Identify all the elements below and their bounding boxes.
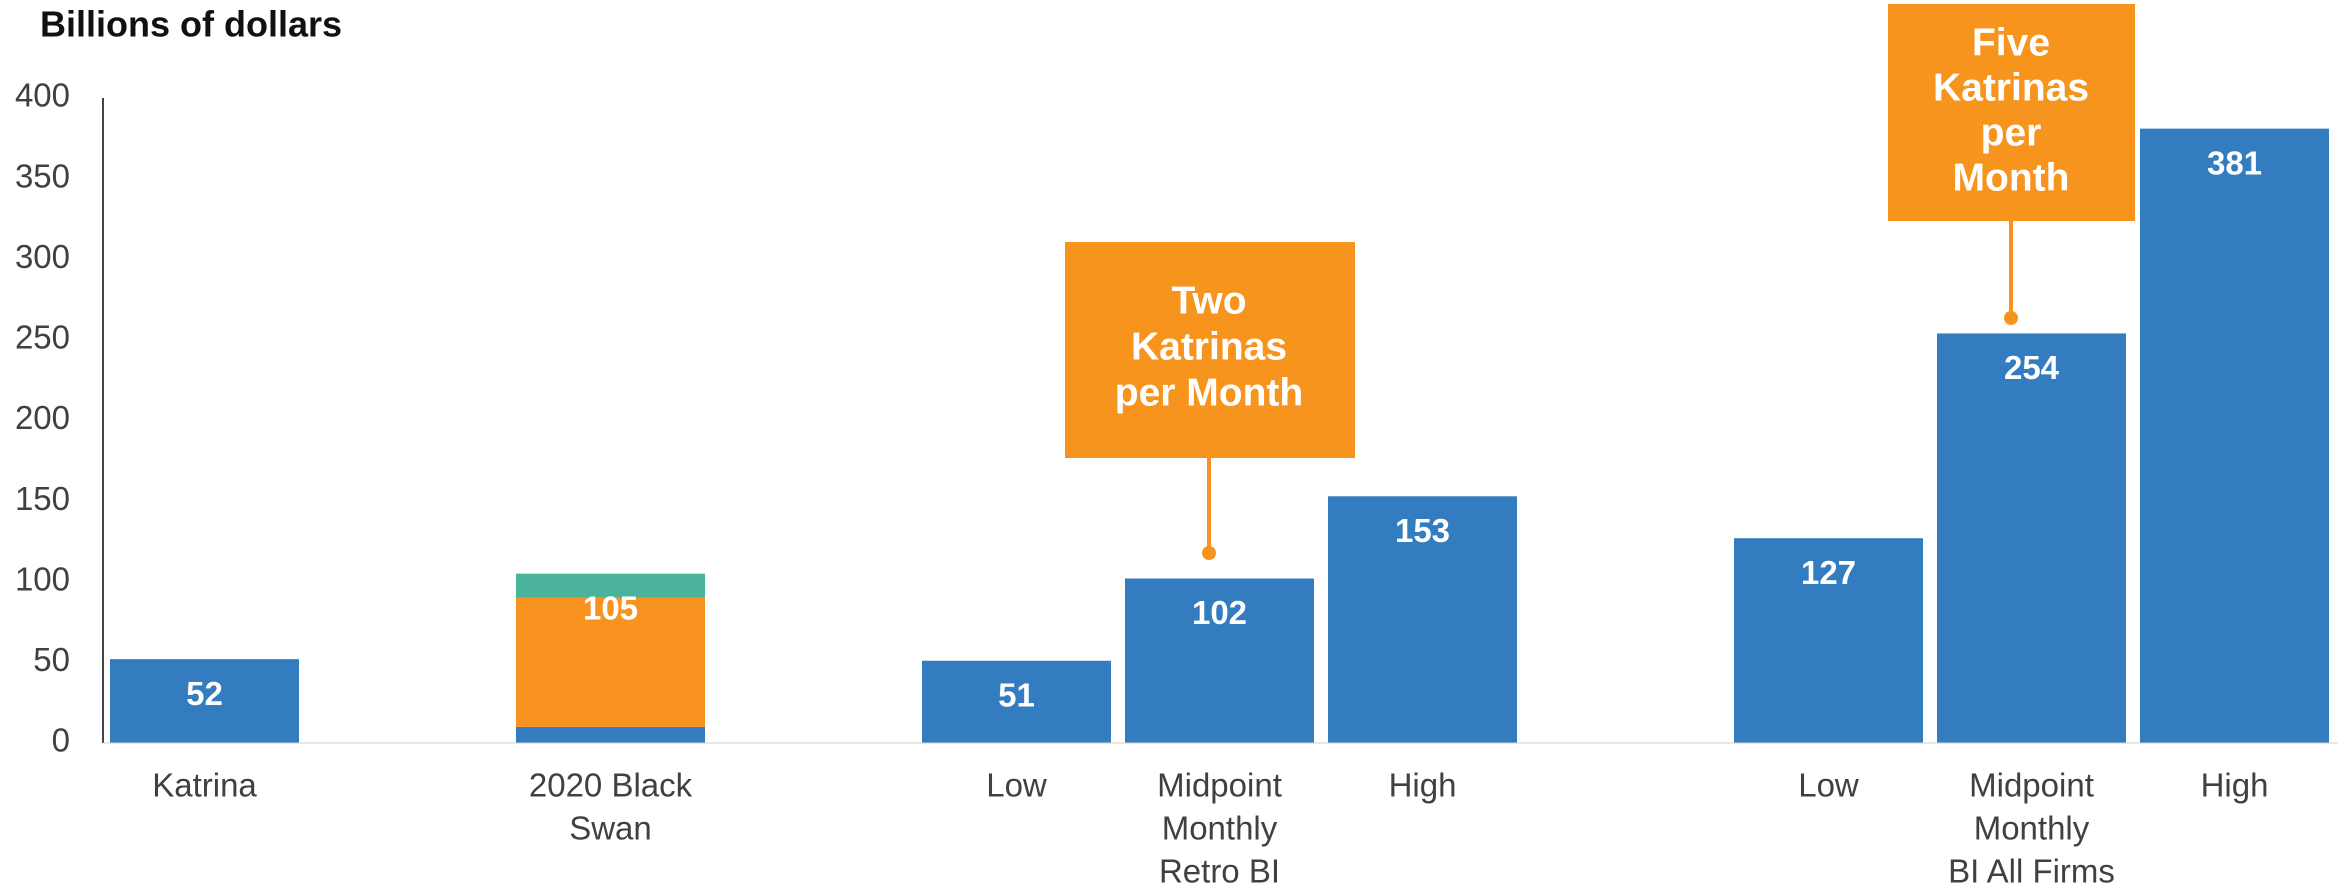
x-tick-label: Midpoint — [1157, 767, 1282, 804]
data-label: 127 — [1801, 554, 1856, 591]
bar — [110, 659, 299, 743]
annotation-box — [1888, 4, 2135, 221]
annotation-text: Katrinas — [1933, 66, 2089, 109]
y-tick-label: 400 — [15, 77, 70, 114]
x-tick-label: Retro BI — [1159, 853, 1280, 889]
x-tick-label: Katrina — [152, 767, 257, 804]
bar — [1937, 333, 2126, 743]
x-tick-label: Swan — [569, 810, 652, 847]
data-label: 381 — [2207, 144, 2262, 181]
x-tick-label: Monthly — [1974, 810, 2090, 847]
annotation-text: per — [1981, 111, 2042, 154]
x-tick-label: Monthly — [1162, 810, 1278, 847]
data-label: 254 — [2004, 349, 2060, 386]
data-label: 102 — [1192, 594, 1247, 631]
annotation-text: Five — [1972, 21, 2050, 64]
y-tick-label: 100 — [15, 560, 70, 597]
y-tick-label: 200 — [15, 399, 70, 436]
x-tick-label: High — [1389, 767, 1457, 804]
axis-title: Billions of dollars — [40, 4, 342, 45]
annotation-dot — [2004, 311, 2018, 325]
data-label: 52 — [186, 675, 223, 712]
data-label: 153 — [1395, 512, 1450, 549]
x-tick-label: Midpoint — [1969, 767, 2094, 804]
annotation-dot — [1202, 546, 1216, 560]
annotation-text: Two — [1171, 279, 1246, 322]
x-tick-label: 2020 Black — [529, 767, 693, 804]
y-tick-label: 250 — [15, 319, 70, 356]
y-tick-label: 0 — [52, 722, 70, 759]
annotation-box — [1065, 242, 1355, 458]
x-tick-label: Low — [986, 767, 1047, 804]
annotation-text: Katrinas — [1131, 325, 1287, 368]
bar — [1328, 496, 1517, 743]
data-label: 51 — [998, 676, 1035, 713]
annotation-text: Month — [1953, 156, 2070, 199]
bar — [922, 660, 1111, 743]
bar — [2140, 128, 2329, 743]
data-label: 105 — [583, 589, 638, 626]
bar — [1125, 578, 1314, 743]
bar — [516, 573, 705, 598]
bar — [516, 597, 705, 727]
bar — [516, 726, 705, 743]
annotation-text: per Month — [1115, 371, 1303, 414]
y-tick-label: 150 — [15, 480, 70, 517]
y-tick-label: 350 — [15, 157, 70, 194]
y-tick-label: 50 — [33, 641, 70, 678]
y-tick-label: 300 — [15, 238, 70, 275]
bar — [1734, 538, 1923, 743]
x-tick-label: BI All Firms — [1948, 853, 2115, 889]
x-tick-label: Low — [1798, 767, 1859, 804]
x-tick-label: High — [2201, 767, 2269, 804]
